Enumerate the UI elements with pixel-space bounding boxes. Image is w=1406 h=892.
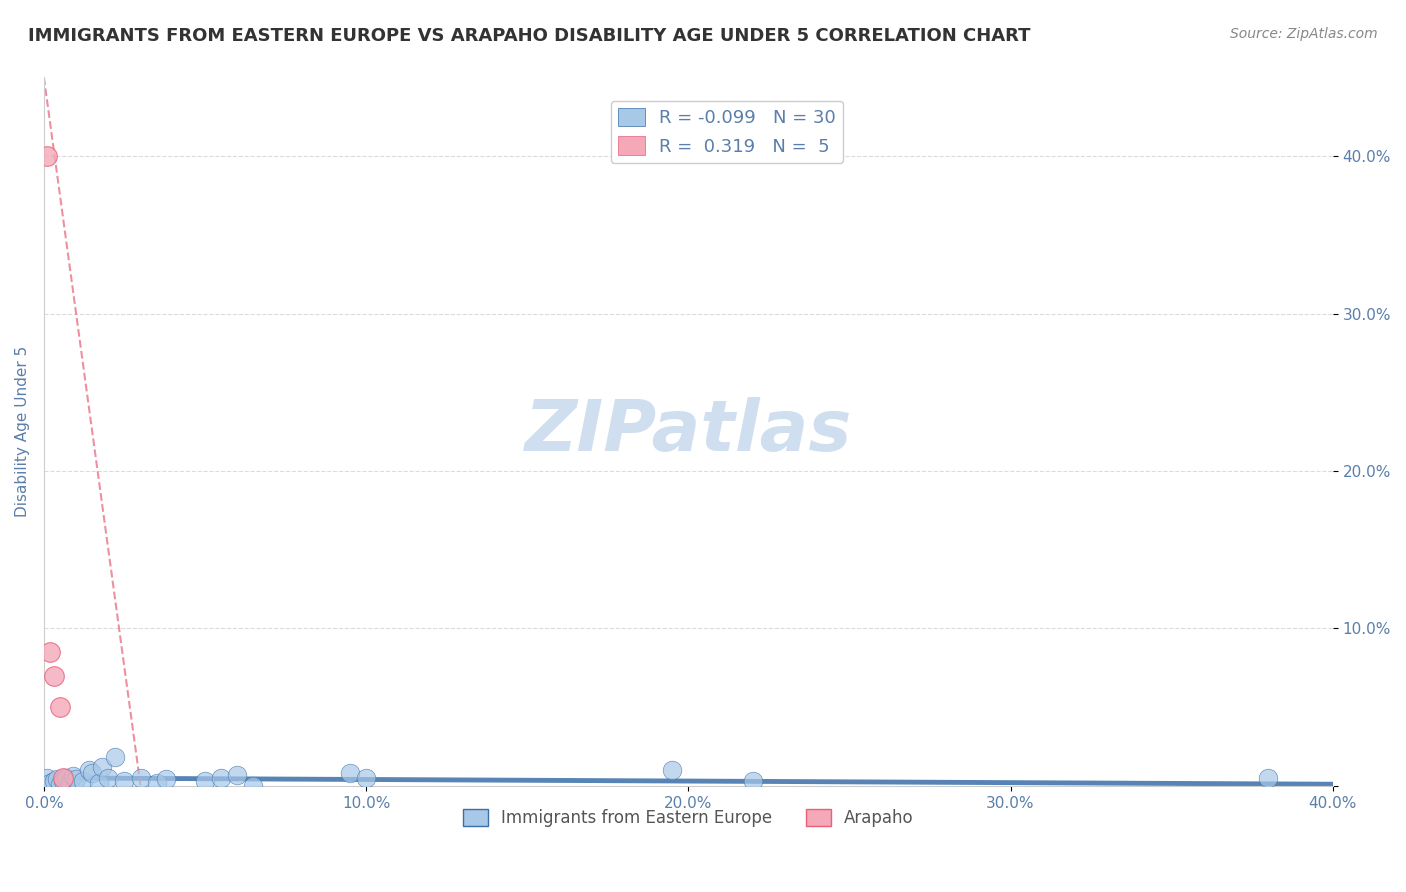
Point <box>661 763 683 777</box>
Point <box>242 779 264 793</box>
Point <box>82 766 104 780</box>
Point <box>55 771 77 785</box>
Point <box>194 774 217 789</box>
Y-axis label: Disability Age Under 5: Disability Age Under 5 <box>15 346 30 517</box>
Point <box>42 668 65 682</box>
Point <box>52 771 75 785</box>
Point <box>209 771 232 785</box>
Point <box>62 769 84 783</box>
Point <box>339 766 361 780</box>
Point <box>42 774 65 789</box>
Text: Source: ZipAtlas.com: Source: ZipAtlas.com <box>1230 27 1378 41</box>
Point <box>1257 771 1279 785</box>
Point <box>129 771 152 785</box>
Point <box>45 772 67 787</box>
Text: ZIPatlas: ZIPatlas <box>524 397 852 467</box>
Point <box>145 775 167 789</box>
Point <box>97 771 120 785</box>
Point <box>72 774 94 789</box>
Legend: Immigrants from Eastern Europe, Arapaho: Immigrants from Eastern Europe, Arapaho <box>457 803 921 834</box>
Point <box>155 772 177 787</box>
Point <box>354 771 377 785</box>
Point <box>49 777 72 791</box>
Point <box>49 700 72 714</box>
Point <box>59 775 82 789</box>
Point <box>52 774 75 789</box>
Point <box>37 771 59 785</box>
Point <box>741 774 763 789</box>
Point <box>65 772 87 787</box>
Point <box>104 750 127 764</box>
Text: IMMIGRANTS FROM EASTERN EUROPE VS ARAPAHO DISABILITY AGE UNDER 5 CORRELATION CHA: IMMIGRANTS FROM EASTERN EUROPE VS ARAPAH… <box>28 27 1031 45</box>
Point <box>37 149 59 163</box>
Point <box>226 768 249 782</box>
Point <box>39 645 62 659</box>
Point <box>114 774 136 789</box>
Point <box>77 763 100 777</box>
Point <box>39 775 62 789</box>
Point <box>90 760 112 774</box>
Point <box>87 775 110 789</box>
